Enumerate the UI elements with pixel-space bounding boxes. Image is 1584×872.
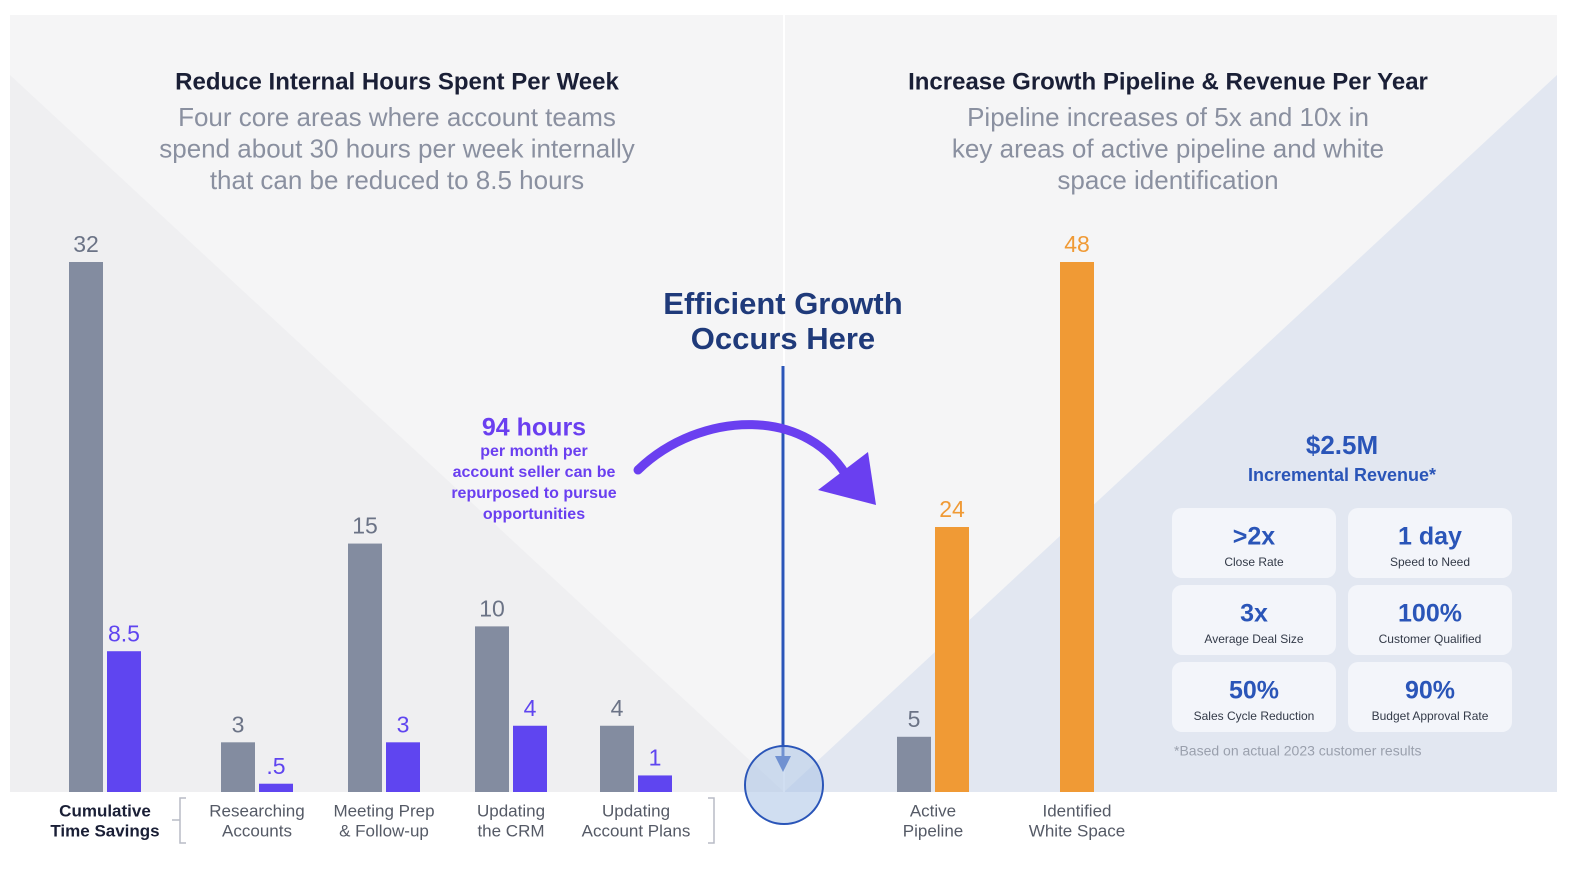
category-label: Updating — [602, 801, 670, 820]
value-label: 3 — [232, 711, 245, 737]
callout-body: repurposed to pursue — [451, 485, 616, 502]
category-label: Meeting Prep — [333, 801, 434, 820]
bar — [221, 742, 255, 792]
metric-value: 3x — [1240, 600, 1268, 628]
metric-value: 90% — [1405, 677, 1455, 705]
bar — [638, 775, 672, 792]
bar — [259, 783, 293, 792]
bar — [600, 725, 634, 792]
footnote: *Based on actual 2023 customer results — [1174, 743, 1421, 759]
metric-label: Budget Approval Rate — [1372, 709, 1489, 723]
metric-value: 50% — [1229, 677, 1279, 705]
value-label: 4 — [524, 695, 537, 721]
bar — [935, 527, 969, 792]
metric-card — [1348, 585, 1512, 655]
metric-card — [1172, 585, 1336, 655]
category-label: Researching — [209, 801, 304, 820]
metric-label: Sales Cycle Reduction — [1194, 709, 1315, 723]
subtitle: Pipeline increases of 5x and 10x in — [967, 102, 1369, 132]
value-label: 24 — [939, 496, 965, 522]
metrics-headline: $2.5M — [1306, 430, 1378, 460]
value-label: 15 — [352, 513, 378, 539]
category-label: Active — [910, 801, 956, 820]
metric-value: 1 day — [1398, 523, 1462, 551]
bar — [1060, 262, 1094, 792]
bar — [386, 742, 420, 792]
value-label: 8.5 — [108, 620, 140, 646]
category-label: Updating — [477, 801, 545, 820]
callout-body: opportunities — [483, 506, 585, 523]
bar — [897, 736, 931, 792]
bar — [513, 725, 547, 792]
subtitle: Four core areas where account teams — [178, 102, 616, 132]
value-label: 32 — [73, 231, 99, 257]
category-label: White Space — [1029, 821, 1125, 840]
category-label: Identified — [1043, 801, 1112, 820]
center-circle — [744, 745, 824, 825]
callout-body: account seller can be — [453, 464, 616, 481]
metric-label: Speed to Need — [1390, 555, 1470, 569]
center-title: Efficient Growth — [663, 286, 902, 321]
category-label: & Follow-up — [339, 821, 429, 840]
metric-card — [1348, 662, 1512, 732]
metric-label: Close Rate — [1224, 555, 1284, 569]
subtitle: key areas of active pipeline and white — [952, 133, 1384, 163]
value-label: 48 — [1064, 231, 1090, 257]
callout-arrow — [633, 420, 855, 487]
value-label: 1 — [649, 745, 662, 771]
bar — [348, 543, 382, 792]
value-label: 4 — [611, 695, 624, 721]
bar — [107, 651, 141, 792]
value-label: 3 — [397, 711, 410, 737]
left-title: Reduce Internal Hours Spent Per Week — [175, 68, 619, 95]
category-label: Pipeline — [903, 821, 964, 840]
category-label: Cumulative — [59, 801, 151, 820]
metric-card — [1348, 508, 1512, 578]
value-label: 5 — [908, 706, 921, 732]
callout-body: per month per — [480, 443, 588, 460]
metric-value: >2x — [1233, 523, 1276, 551]
category-label: Accounts — [222, 821, 292, 840]
subtitle: spend about 30 hours per week internally — [159, 133, 635, 163]
category-label: Account Plans — [582, 821, 691, 840]
metric-card — [1172, 508, 1336, 578]
metric-label: Average Deal Size — [1204, 632, 1303, 646]
left-wedge — [10, 75, 784, 792]
right-title: Increase Growth Pipeline & Revenue Per Y… — [908, 68, 1428, 95]
value-label: .5 — [266, 753, 285, 779]
bar — [475, 626, 509, 792]
metric-label: Customer Qualified — [1379, 632, 1482, 646]
bar — [69, 262, 103, 792]
category-label: Time Savings — [50, 821, 159, 840]
metric-value: 100% — [1398, 600, 1462, 628]
center-title: Occurs Here — [691, 321, 875, 356]
callout-arrowhead — [818, 452, 876, 505]
category-label: the CRM — [477, 821, 544, 840]
value-label: 10 — [479, 595, 505, 621]
subtitle: space identification — [1057, 165, 1278, 195]
metric-card — [1172, 662, 1336, 732]
subtitle: that can be reduced to 8.5 hours — [210, 165, 584, 195]
callout-headline: 94 hours — [482, 414, 586, 442]
metrics-subheadline: Incremental Revenue* — [1248, 465, 1436, 485]
